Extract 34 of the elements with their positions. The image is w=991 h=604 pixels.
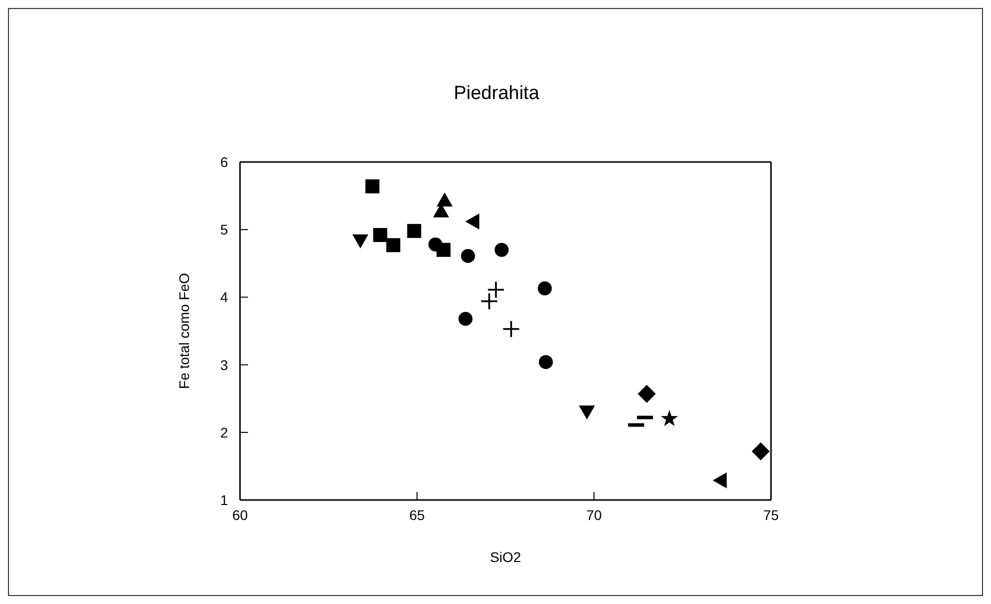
point xyxy=(660,410,678,426)
point xyxy=(407,224,422,238)
point xyxy=(352,234,368,248)
point xyxy=(712,472,727,488)
chart-title: Piedrahita xyxy=(452,83,540,105)
point xyxy=(487,280,505,299)
y-tick-label: 1 xyxy=(220,492,228,508)
point xyxy=(538,355,553,370)
point xyxy=(465,213,480,230)
y-tick-label: 3 xyxy=(220,356,228,373)
x-tick-label: 60 xyxy=(232,506,248,523)
y-tick-label: 6 xyxy=(220,154,228,170)
point xyxy=(460,248,475,263)
point xyxy=(365,179,380,194)
point xyxy=(494,242,509,257)
y-axis-title: Fe total como FeO xyxy=(176,272,192,389)
y-tick-label: 2 xyxy=(220,424,228,440)
point xyxy=(458,312,472,326)
point xyxy=(480,292,498,310)
point xyxy=(373,228,388,242)
x-tick-label: 70 xyxy=(586,506,602,523)
x-tick-label: 65 xyxy=(409,506,425,523)
point xyxy=(638,384,656,403)
point xyxy=(502,320,520,338)
point xyxy=(386,238,400,252)
point xyxy=(578,405,595,420)
point xyxy=(428,237,442,252)
y-tick-label: 4 xyxy=(220,289,228,306)
point xyxy=(752,442,770,460)
y-tick-label: 5 xyxy=(220,222,228,238)
x-tick-label: 75 xyxy=(763,506,779,523)
x-axis-title: SiO2 xyxy=(490,549,522,565)
point xyxy=(436,192,453,207)
point xyxy=(538,281,552,296)
